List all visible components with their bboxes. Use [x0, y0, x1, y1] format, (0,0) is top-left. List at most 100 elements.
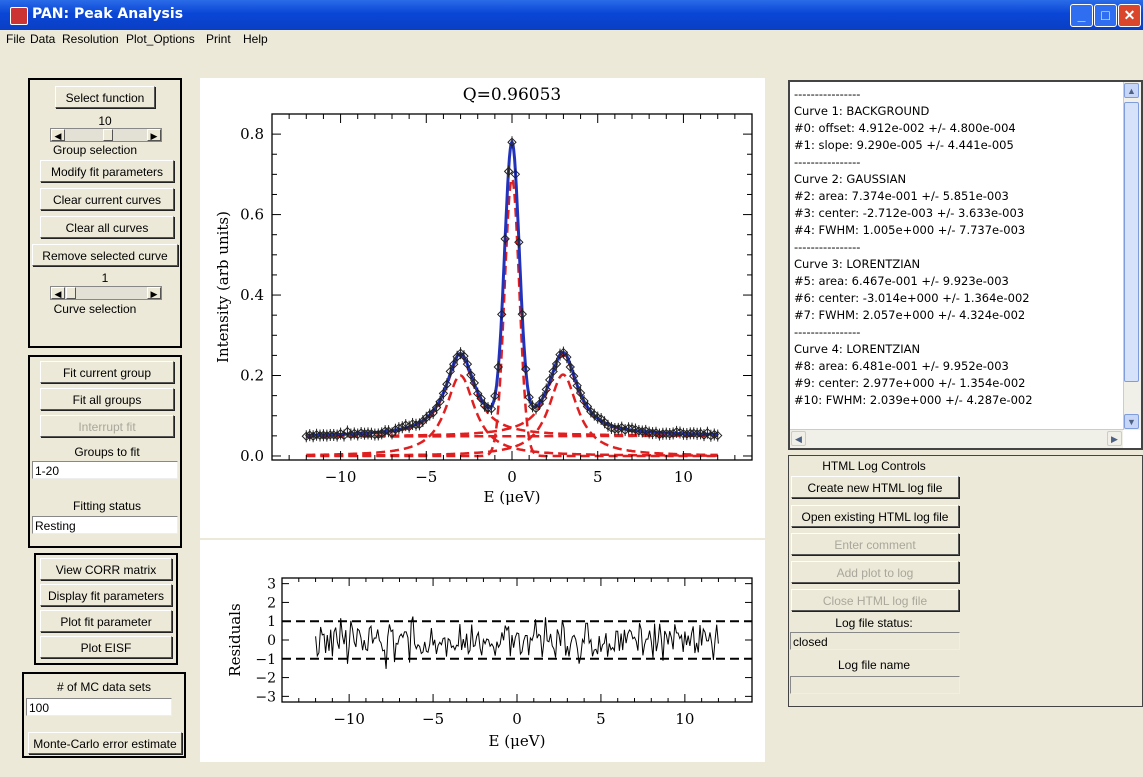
results-line: #3: center: -2.712e-003 +/- 3.633e-003	[794, 206, 1025, 220]
maximize-icon: □	[1101, 7, 1110, 23]
group-slider[interactable]: ◀ ▶	[50, 128, 162, 142]
results-line: Curve 3: LORENTZIAN	[794, 257, 921, 271]
log-name-label: Log file name	[837, 658, 911, 672]
chart-title: Q=0.96053	[463, 85, 561, 105]
left-arrow-icon[interactable]: ◀	[51, 129, 65, 141]
group-value: 10	[98, 114, 112, 128]
enter-comment-button[interactable]: Enter comment	[791, 533, 959, 555]
close-icon: ✕	[1123, 7, 1136, 23]
scroll-down-icon[interactable]: ▼	[1124, 414, 1139, 429]
title-bar: PAN: Peak Analysis _ □ ✕	[0, 0, 1143, 30]
y-tick-label: 0.0	[240, 447, 264, 465]
right-arrow-icon[interactable]: ▶	[147, 287, 161, 299]
results-line: #4: FWHM: 1.005e+000 +/- 7.737e-003	[794, 223, 1026, 237]
fit-all-groups-button[interactable]: Fit all groups	[40, 388, 174, 410]
x-tick-label: 0	[512, 710, 522, 728]
scroll-left-icon[interactable]: ◀	[791, 431, 806, 446]
plot-fit-parameter-button[interactable]: Plot fit parameter	[40, 610, 172, 632]
results-line: #10: FWHM: 2.039e+000 +/- 4.287e-002	[794, 393, 1033, 407]
remove-selected-curve-button[interactable]: Remove selected curve	[32, 244, 178, 266]
y-tick-label: 1	[267, 614, 276, 630]
scroll-up-icon[interactable]: ▲	[1124, 83, 1139, 98]
select-function-button[interactable]: Select function	[55, 86, 155, 108]
close-log-button[interactable]: Close HTML log file	[791, 589, 959, 611]
menu-print[interactable]: Print	[206, 32, 231, 46]
results-line: ----------------	[794, 325, 861, 339]
x-tick-label: 10	[675, 710, 694, 728]
x-tick-label: 5	[593, 468, 603, 486]
x-tick-label: 5	[596, 710, 606, 728]
interrupt-fit-button[interactable]: Interrupt fit	[40, 415, 174, 437]
scroll-thumb[interactable]	[1124, 102, 1139, 382]
residuals-plot-area: −10 −5 0 5 10 −3 −2 −1 0 1 2 3 E (μeV) Residuals	[200, 540, 765, 762]
menu-plot-options[interactable]: Plot_Options	[126, 32, 195, 46]
scroll-right-icon[interactable]: ▶	[1107, 431, 1122, 446]
curve-slider-thumb[interactable]	[66, 287, 76, 299]
menu-file[interactable]: File	[6, 32, 26, 46]
html-log-panel: HTML Log Controls Create new HTML log fi…	[788, 455, 1143, 707]
clear-current-curves-button[interactable]: Clear current curves	[40, 188, 174, 210]
fit-results-panel: ---------------- Curve 1: BACKGROUND #0: o…	[788, 80, 1143, 450]
horizontal-scrollbar[interactable]: ◀ ▶	[790, 429, 1123, 448]
menu-resolution[interactable]: Resolution	[62, 32, 119, 46]
fit-current-group-button[interactable]: Fit current group	[40, 361, 174, 383]
background-plus-lorentzian-1-line	[306, 354, 718, 437]
x-tick-label: −10	[333, 710, 365, 728]
analysis-panel: View CORR matrix Display fit parameters …	[34, 553, 178, 665]
clear-all-curves-button[interactable]: Clear all curves	[40, 216, 174, 238]
x-tick-label: 0	[507, 468, 517, 486]
curve-selection-label: Curve selection	[53, 302, 137, 316]
fitting-status-field: Resting	[32, 516, 178, 534]
results-line: Curve 4: LORENTZIAN	[794, 342, 921, 356]
y-tick-label: 0.2	[240, 367, 264, 385]
x-tick-label: −10	[325, 468, 357, 486]
mc-data-sets-label: # of MC data sets	[56, 680, 152, 694]
display-fit-parameters-button[interactable]: Display fit parameters	[40, 584, 172, 606]
curve-slider[interactable]: ◀ ▶	[50, 286, 162, 300]
maximize-button[interactable]: □	[1094, 4, 1117, 27]
log-status-label: Log file status:	[835, 616, 913, 630]
vertical-scrollbar[interactable]: ▲ ▼	[1123, 82, 1141, 430]
modify-fit-parameters-button[interactable]: Modify fit parameters	[40, 160, 174, 182]
results-line: #9: center: 2.977e+000 +/- 1.354e-002	[794, 376, 1026, 390]
log-name-field[interactable]	[790, 676, 960, 694]
minimize-button[interactable]: _	[1070, 4, 1093, 27]
minimize-icon: _	[1077, 7, 1086, 23]
menu-help[interactable]: Help	[243, 32, 268, 46]
add-plot-button[interactable]: Add plot to log	[791, 561, 959, 583]
results-line: #5: area: 6.467e-001 +/- 9.923e-003	[794, 274, 1009, 288]
fitting-panel: Fit current group Fit all groups Interru…	[28, 355, 182, 548]
results-line: #6: center: -3.014e+000 +/- 1.364e-002	[794, 291, 1030, 305]
log-controls-title: HTML Log Controls	[822, 459, 926, 473]
left-arrow-icon[interactable]: ◀	[51, 287, 65, 299]
x-tick-label: 10	[674, 468, 693, 486]
group-slider-thumb[interactable]	[103, 129, 113, 141]
x-axis-label: E (μeV)	[484, 488, 541, 506]
monte-carlo-button[interactable]: Monte-Carlo error estimate	[28, 732, 182, 754]
y-axis-label: Intensity (arb units)	[214, 211, 232, 363]
results-line: Curve 2: GAUSSIAN	[794, 172, 907, 186]
view-corr-matrix-button[interactable]: View CORR matrix	[40, 558, 172, 580]
groups-to-fit-input[interactable]: 1-20	[32, 461, 178, 479]
plot-frame	[271, 113, 753, 461]
menu-data[interactable]: Data	[30, 32, 56, 46]
y-tick-label: −1	[255, 652, 276, 668]
results-line: #8: area: 6.481e-001 +/- 9.952e-003	[794, 359, 1009, 373]
create-log-button[interactable]: Create new HTML log file	[791, 476, 959, 498]
log-status-field: closed	[790, 632, 960, 650]
right-arrow-icon[interactable]: ▶	[147, 129, 161, 141]
results-line: #0: offset: 4.912e-002 +/- 4.800e-004	[794, 121, 1016, 135]
groups-to-fit-label: Groups to fit	[74, 445, 140, 459]
y-tick-label: 0.6	[240, 206, 264, 224]
mc-data-sets-input[interactable]: 100	[26, 698, 172, 716]
results-line: Curve 1: BACKGROUND	[794, 104, 930, 118]
close-button[interactable]: ✕	[1118, 4, 1141, 27]
background-plus-lorentzian-2-line	[306, 353, 718, 438]
total-fit-line	[306, 138, 718, 437]
plot-eisf-button[interactable]: Plot EISF	[40, 636, 172, 658]
open-log-button[interactable]: Open existing HTML log file	[791, 505, 959, 527]
results-line: ----------------	[794, 87, 861, 101]
results-line: #1: slope: 9.290e-005 +/- 4.441e-005	[794, 138, 1014, 152]
results-line: ----------------	[794, 240, 861, 254]
